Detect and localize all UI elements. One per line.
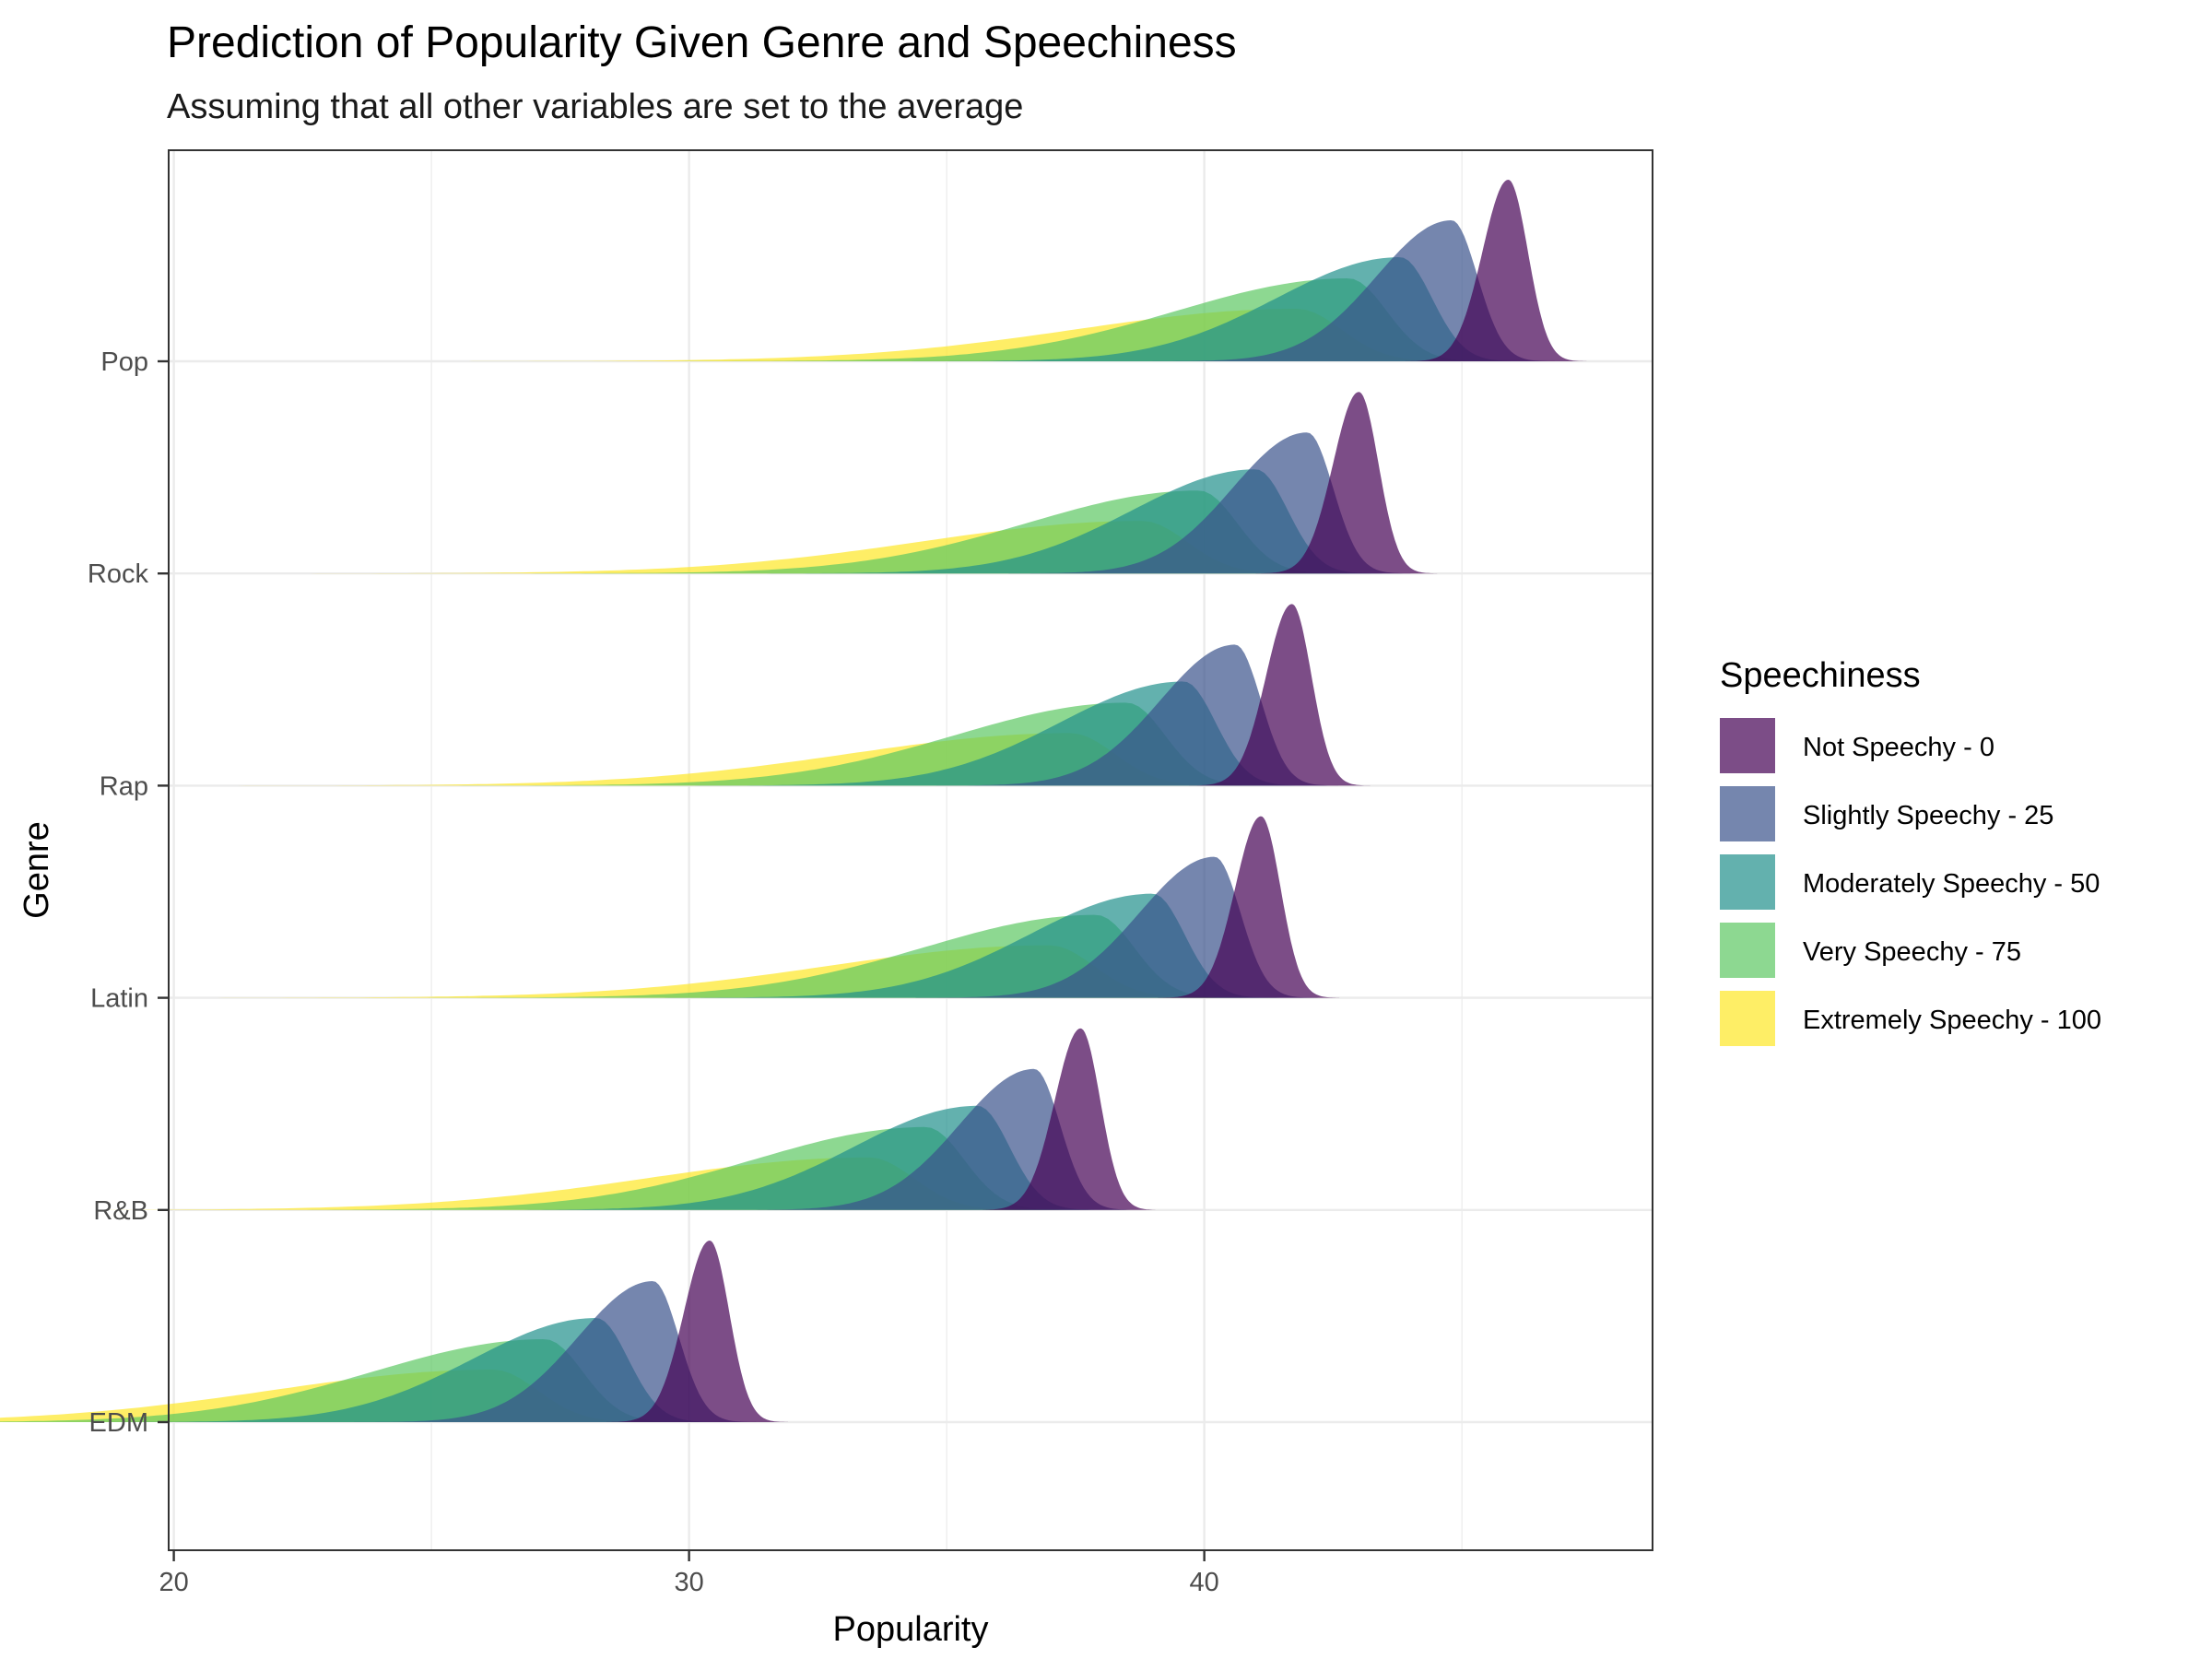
ridge-group-pop <box>410 180 1587 361</box>
legend-label-very-speechy-75: Very Speechy - 75 <box>1803 937 2021 967</box>
legend-swatch-very-speechy-75 <box>1720 923 1775 978</box>
ridge-group-edm <box>0 1241 788 1422</box>
ridge-group-rap <box>183 604 1371 786</box>
density-edm-slightly-speechy-25 <box>354 1281 757 1422</box>
density-randb-not-speechy-0 <box>977 1028 1159 1210</box>
density-latin-not-speechy-0 <box>1158 816 1340 998</box>
legend-items: Not Speechy - 0 Slightly Speechy - 25 Mode… <box>1720 718 2101 1046</box>
density-pop-not-speechy-0 <box>1405 180 1587 361</box>
legend-title: Speechiness <box>1720 656 1921 695</box>
panel-border <box>168 149 1653 1551</box>
legend: Speechiness Not Speechy - 0 Slightly Spee… <box>1720 656 2101 1046</box>
plot-panel <box>0 149 1653 1551</box>
y-tick-label-randb: R&B <box>93 1196 148 1226</box>
legend-label-not-speechy-0: Not Speechy - 0 <box>1803 733 1994 762</box>
y-tick-label-rock: Rock <box>88 559 149 589</box>
density-rap-slightly-speechy-25 <box>936 644 1338 786</box>
ridge-group-randb <box>0 1028 1159 1210</box>
legend-label-moderately-speechy-50: Moderately Speechy - 50 <box>1803 869 2100 899</box>
y-tick-label-edm: EDM <box>89 1408 148 1438</box>
legend-swatch-not-speechy-0 <box>1720 718 1775 773</box>
y-tick-label-rap: Rap <box>100 771 148 801</box>
y-axis: Pop Rock Rap Latin R&B EDM <box>88 347 169 1438</box>
chart-title: Prediction of Popularity Given Genre and… <box>167 18 1237 67</box>
density-rock-not-speechy-0 <box>1255 392 1438 574</box>
y-tick-label-latin: Latin <box>90 984 148 1014</box>
ridge-group-rock <box>256 392 1438 574</box>
x-tick-label-40: 40 <box>1190 1568 1219 1597</box>
legend-label-slightly-speechy-25: Slightly Speechy - 25 <box>1803 801 2053 830</box>
panel-background <box>169 150 1653 1550</box>
minor-gridlines <box>430 150 1463 1550</box>
x-tick-label-20: 20 <box>159 1568 188 1597</box>
y-tick-label-pop: Pop <box>100 347 148 377</box>
legend-label-extremely-speechy-100: Extremely Speechy - 100 <box>1803 1006 2101 1035</box>
chart-subtitle: Assuming that all other variables are se… <box>167 88 1023 126</box>
legend-swatch-moderately-speechy-50 <box>1720 854 1775 910</box>
x-axis: 20 30 40 <box>159 1550 1219 1597</box>
x-tick-label-30: 30 <box>674 1568 703 1597</box>
density-edm-not-speechy-0 <box>606 1241 788 1422</box>
density-rap-not-speechy-0 <box>1188 604 1371 786</box>
ridge-group-latin <box>163 816 1340 998</box>
density-pop-slightly-speechy-25 <box>1152 220 1555 361</box>
legend-swatch-slightly-speechy-25 <box>1720 786 1775 841</box>
y-axis-title: Genre <box>18 821 56 919</box>
density-rock-slightly-speechy-25 <box>1008 432 1411 574</box>
x-axis-title: Popularity <box>833 1610 989 1649</box>
density-ridges <box>0 180 1587 1422</box>
legend-swatch-extremely-speechy-100 <box>1720 991 1775 1046</box>
